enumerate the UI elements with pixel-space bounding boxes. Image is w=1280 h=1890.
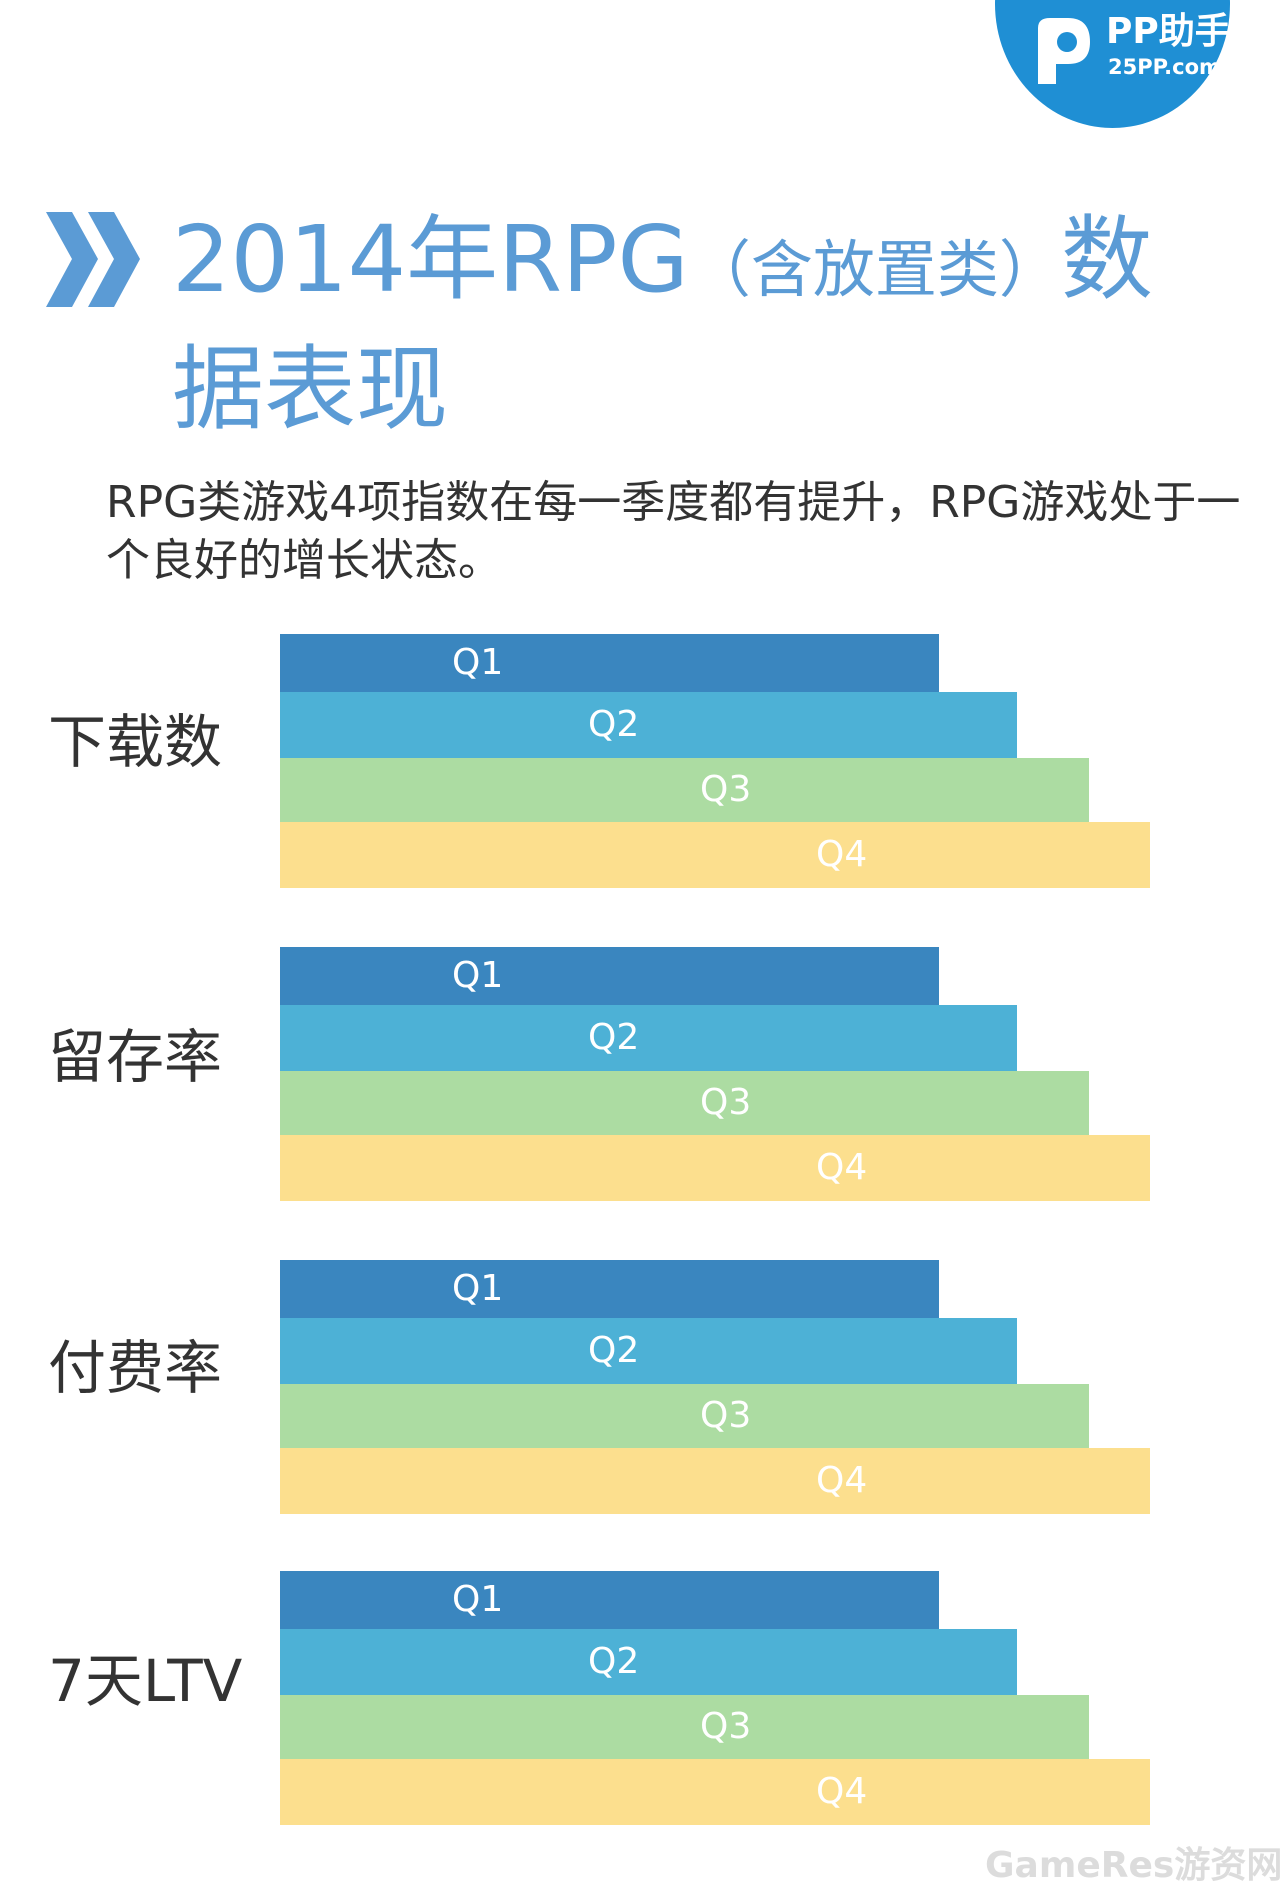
bar-label-q2: Q2 [588,1330,640,1371]
metric-label: 7天LTV [48,1647,243,1715]
bar-label-q3: Q3 [700,1395,752,1436]
bar-q3 [280,758,1089,822]
bar-q2 [280,1629,1017,1695]
bar-q4 [280,822,1150,888]
bar-q1 [280,1260,939,1318]
bar-label-q1: Q1 [452,642,504,683]
bar-q4 [280,1135,1150,1201]
double-chevron-icon [46,212,140,307]
bar-label-q2: Q2 [588,1641,640,1682]
bar-q2 [280,1318,1017,1384]
bar-label-q4: Q4 [816,1771,868,1812]
metric-label: 付费率 [48,1334,223,1402]
bar-label-q3: Q3 [700,1706,752,1747]
bar-q3 [280,1695,1089,1759]
pp-logo-icon [1038,18,1090,84]
bar-label-q1: Q1 [452,1579,504,1620]
bar-label-q4: Q4 [816,1460,868,1501]
bar-q1 [280,634,939,692]
title-paren: （含放置类） [688,233,1061,306]
bar-label-q2: Q2 [588,1017,640,1058]
bar-q2 [280,692,1017,758]
page-title: 2014年RPG（含放置类）数据表现 [172,200,1202,450]
bar-label-q4: Q4 [816,1147,868,1188]
title-tail: 数据表现 [172,206,1153,443]
bar-q3 [280,1071,1089,1135]
watermark-text: GameRes游资网 [985,1845,1280,1886]
metric-label: 下载数 [48,708,223,776]
bar-label-q3: Q3 [700,1082,752,1123]
bar-label-q3: Q3 [700,769,752,810]
page-subtitle: RPG类游戏4项指数在每一季度都有提升，RPG游戏处于一个良好的增长状态。 [106,477,1241,586]
bar-label-q1: Q1 [452,955,504,996]
title-main: 2014年RPG [172,206,689,313]
brand-url: 25PP.com [1108,55,1221,79]
bar-q2 [280,1005,1017,1071]
bar-q3 [280,1384,1089,1448]
bar-label-q4: Q4 [816,834,868,875]
metric-label: 留存率 [48,1023,223,1091]
bar-q1 [280,1571,939,1629]
brand-name: PP助手 [1106,11,1231,52]
bar-q4 [280,1448,1150,1514]
bar-label-q2: Q2 [588,704,640,745]
bar-q1 [280,947,939,1005]
bar-q4 [280,1759,1150,1825]
bar-label-q1: Q1 [452,1268,504,1309]
